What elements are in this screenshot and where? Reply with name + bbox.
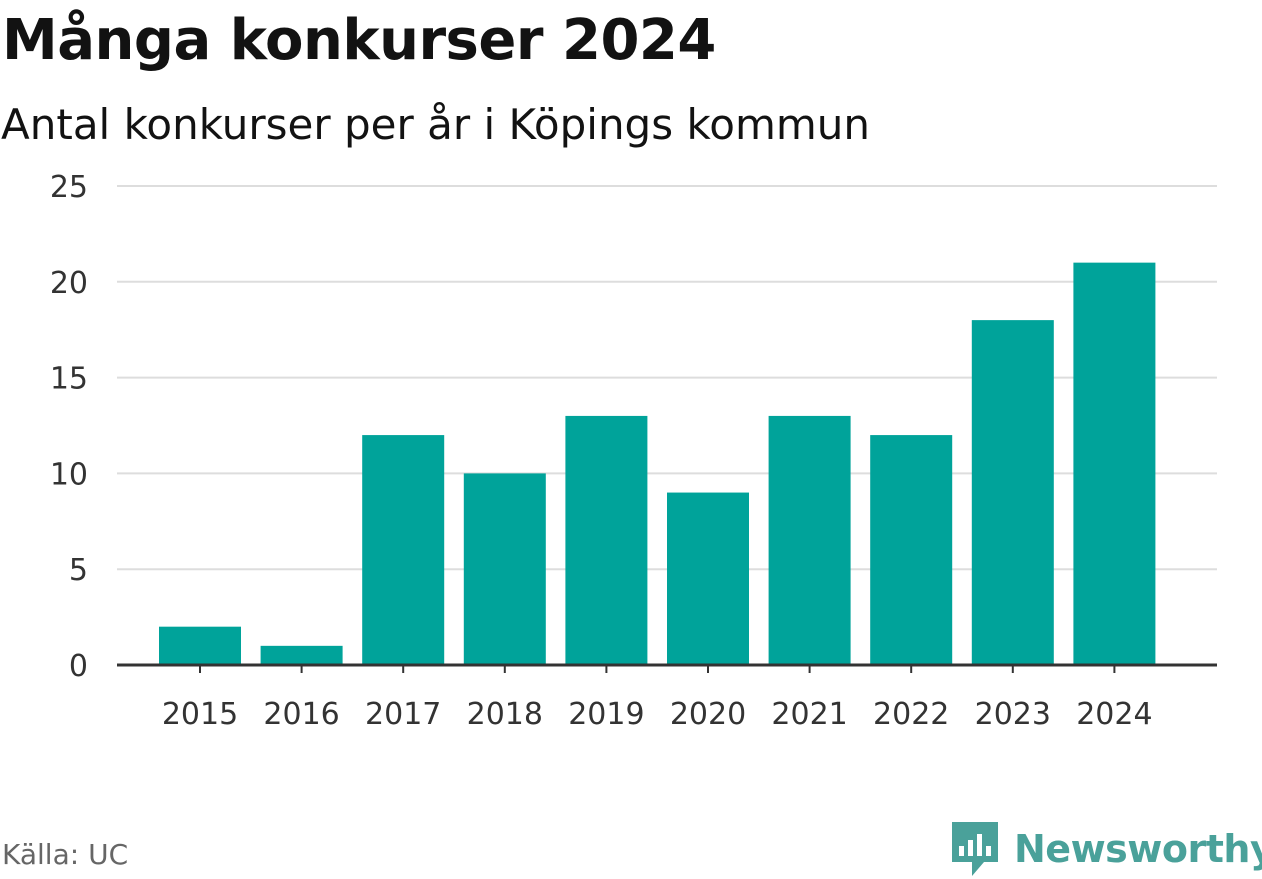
x-tick-label: 2023 [975,697,1051,732]
bar [768,415,851,665]
brand-name: Newsworthy [1014,827,1262,871]
x-tick-label: 2015 [162,697,238,732]
bar [667,492,749,665]
brand-logo: Newsworthy [950,820,1262,878]
source-note: Källa: UC [2,838,129,871]
y-tick-label: 10 [50,457,88,492]
bar [159,626,241,665]
bar [362,435,445,665]
y-tick-label: 0 [69,649,88,684]
x-tick-label: 2017 [365,697,441,732]
x-tick-label: 2018 [467,697,543,732]
x-tick-label: 2019 [568,697,644,732]
x-tick-label: 2024 [1076,697,1152,732]
y-tick-label: 15 [50,362,88,397]
bar-chart: 0 5 10 15 20 25 2015 2016 2017 2018 2019 2020 2021 20… [50,170,1217,732]
x-tick-label: 2022 [873,697,949,732]
chart-subtitle: Antal konkurser per år i Köpings kommun [1,100,871,149]
y-tick-label: 20 [50,266,88,301]
chart-title: Många konkurser 2024 [2,8,716,73]
bar [565,415,648,665]
y-tick-label: 25 [50,170,88,205]
bar [463,473,546,665]
bar-chart-speech-bubble-icon [952,822,998,876]
y-tick-label: 5 [69,553,88,588]
bar [1073,262,1156,665]
bar [260,645,343,665]
x-tick-label: 2020 [670,697,746,732]
x-tick-label: 2021 [771,697,847,732]
bar [971,320,1054,665]
bar [870,435,953,665]
x-tick-label: 2016 [263,697,339,732]
